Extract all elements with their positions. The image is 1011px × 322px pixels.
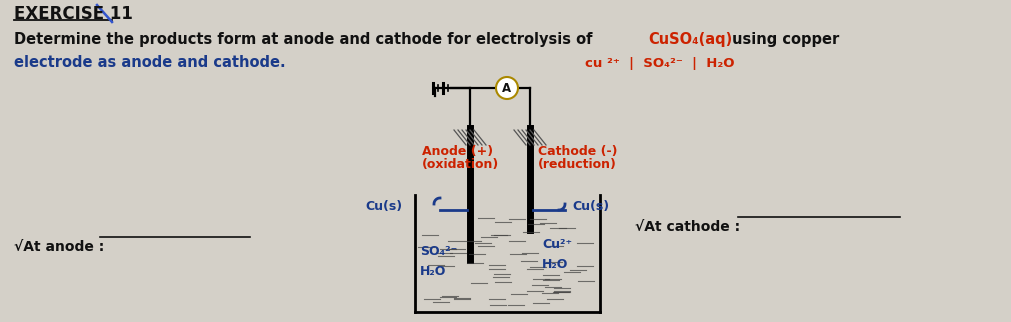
Text: Cu(s): Cu(s)	[365, 200, 401, 213]
Text: Cu²⁺: Cu²⁺	[542, 238, 571, 251]
Text: Determine the products form at anode and cathode for electrolysis of: Determine the products form at anode and…	[14, 32, 598, 47]
Text: (oxidation): (oxidation)	[422, 158, 498, 171]
Text: A: A	[501, 81, 511, 94]
Text: Cu(s): Cu(s)	[571, 200, 609, 213]
Text: cu ²⁺  |  SO₄²⁻  |  H₂O: cu ²⁺ | SO₄²⁻ | H₂O	[584, 57, 734, 70]
Text: Cathode (-): Cathode (-)	[538, 145, 617, 158]
Circle shape	[495, 77, 518, 99]
Text: √At cathode :: √At cathode :	[634, 220, 739, 234]
Text: Anode (+): Anode (+)	[422, 145, 492, 158]
Text: √At anode :: √At anode :	[14, 240, 104, 254]
Text: H₂O: H₂O	[542, 258, 568, 271]
Text: H₂O: H₂O	[420, 265, 446, 278]
Text: electrode as anode and cathode.: electrode as anode and cathode.	[14, 55, 285, 70]
Text: (reduction): (reduction)	[538, 158, 617, 171]
Text: CuSO₄(aq): CuSO₄(aq)	[647, 32, 732, 47]
Text: SO₄²⁻: SO₄²⁻	[420, 245, 457, 258]
Text: EXERCISE 11: EXERCISE 11	[14, 5, 132, 23]
Text: using copper: using copper	[726, 32, 838, 47]
